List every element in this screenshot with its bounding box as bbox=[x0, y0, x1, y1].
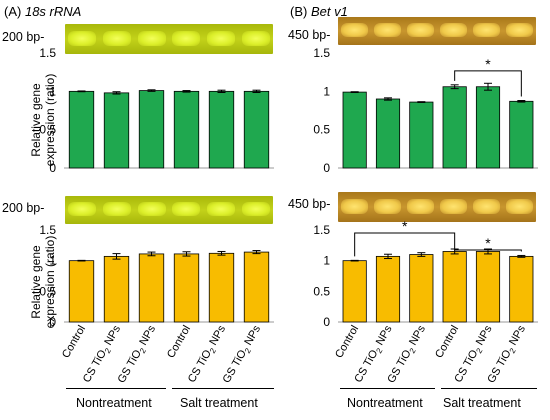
gel-band bbox=[341, 23, 368, 38]
gel-band bbox=[241, 30, 270, 46]
y-tick-label: 0 bbox=[323, 315, 330, 329]
bar bbox=[208, 252, 235, 323]
gel-a-top-marker: 200 bp- bbox=[2, 30, 45, 44]
bar bbox=[475, 251, 501, 323]
group-line-a-salt bbox=[172, 388, 274, 389]
bar bbox=[138, 253, 165, 323]
y-tick-label: 0.5 bbox=[39, 123, 56, 137]
group-label-a-salt: Salt treatment bbox=[180, 396, 258, 410]
gel-band bbox=[207, 202, 235, 217]
gel-band bbox=[506, 198, 533, 214]
gel-b-bottom-marker: 450 bp- bbox=[288, 197, 331, 211]
panel-b-title: (B) Bet v1 bbox=[290, 4, 348, 19]
y-tick-label: 1.5 bbox=[313, 223, 330, 237]
bar bbox=[103, 255, 130, 323]
gel-a-bottom-marker: 200 bp- bbox=[2, 201, 45, 215]
y-tick-label: 0.5 bbox=[39, 284, 56, 298]
gel-band bbox=[473, 198, 500, 214]
y-tick-label: 1.5 bbox=[39, 46, 56, 60]
bar bbox=[342, 260, 367, 323]
gel-a-top-image bbox=[65, 24, 273, 54]
group-label-b-non: Nontreatment bbox=[347, 396, 423, 410]
bar bbox=[208, 90, 235, 169]
gel-band bbox=[103, 202, 131, 217]
gel-band bbox=[68, 30, 97, 46]
significance-bracket bbox=[454, 245, 522, 252]
panel-b-label: (B) bbox=[290, 4, 308, 19]
y-tick-label: 1 bbox=[323, 84, 330, 98]
y-tick-label: 0 bbox=[49, 315, 56, 329]
y-tick-label: 1.5 bbox=[39, 223, 56, 237]
y-tick-label: 1 bbox=[323, 254, 330, 268]
y-tick-label: 1 bbox=[49, 84, 56, 98]
gel-band bbox=[68, 202, 97, 217]
bar bbox=[68, 90, 95, 169]
significance-star: * bbox=[402, 218, 408, 234]
gel-b-top-marker: 450 bp- bbox=[288, 28, 331, 42]
gel-band bbox=[374, 198, 401, 214]
bar bbox=[173, 253, 200, 323]
gel-band bbox=[506, 23, 533, 38]
panel-b-gene: Bet v1 bbox=[310, 4, 348, 19]
gel-band bbox=[440, 23, 467, 38]
y-tick-label: 0 bbox=[323, 161, 330, 175]
gel-band bbox=[137, 202, 166, 217]
gel-b-top-image bbox=[338, 17, 536, 45]
gel-band bbox=[241, 202, 270, 217]
gel-a-bottom-image bbox=[65, 196, 273, 224]
significance-star: * bbox=[485, 235, 491, 251]
gel-band bbox=[407, 23, 434, 38]
gel-b-bottom-image bbox=[338, 192, 536, 222]
panel-a-gene: 18s rRNA bbox=[24, 4, 82, 19]
gel-band bbox=[103, 30, 131, 46]
gel-band bbox=[137, 30, 166, 46]
gel-band bbox=[207, 30, 235, 46]
bar bbox=[442, 251, 467, 323]
bar bbox=[409, 254, 434, 323]
gel-band bbox=[341, 198, 368, 214]
bar bbox=[243, 251, 270, 323]
group-label-b-salt: Salt treatment bbox=[443, 396, 521, 410]
y-tick-label: 0.5 bbox=[313, 284, 330, 298]
group-line-b-non bbox=[340, 388, 435, 389]
bar bbox=[173, 90, 200, 169]
panel-a-title: (A) 18s rRNA bbox=[4, 4, 81, 19]
bar bbox=[68, 260, 95, 323]
group-line-b-salt bbox=[441, 388, 537, 389]
gel-band bbox=[440, 198, 467, 214]
gel-band bbox=[407, 198, 434, 214]
panel-a-label: (A) bbox=[4, 4, 22, 19]
y-tick-label: 1.5 bbox=[313, 46, 330, 60]
y-tick-label: 1 bbox=[49, 254, 56, 268]
significance-bracket bbox=[354, 232, 456, 257]
group-line-a-non bbox=[66, 388, 166, 389]
significance-star: * bbox=[485, 56, 491, 72]
y-tick-label: 0.5 bbox=[313, 123, 330, 137]
gel-band bbox=[374, 23, 401, 38]
gel-band bbox=[172, 202, 201, 217]
bar bbox=[103, 92, 130, 169]
y-tick-label: 0 bbox=[49, 161, 56, 175]
group-label-a-non: Nontreatment bbox=[76, 396, 152, 410]
bar bbox=[375, 255, 401, 323]
bar bbox=[509, 255, 534, 323]
gel-band bbox=[473, 23, 500, 38]
x-tick-label: Control bbox=[333, 324, 361, 361]
gel-band bbox=[172, 30, 201, 46]
x-tick-label: Control bbox=[433, 324, 461, 361]
significance-bracket bbox=[454, 70, 522, 97]
